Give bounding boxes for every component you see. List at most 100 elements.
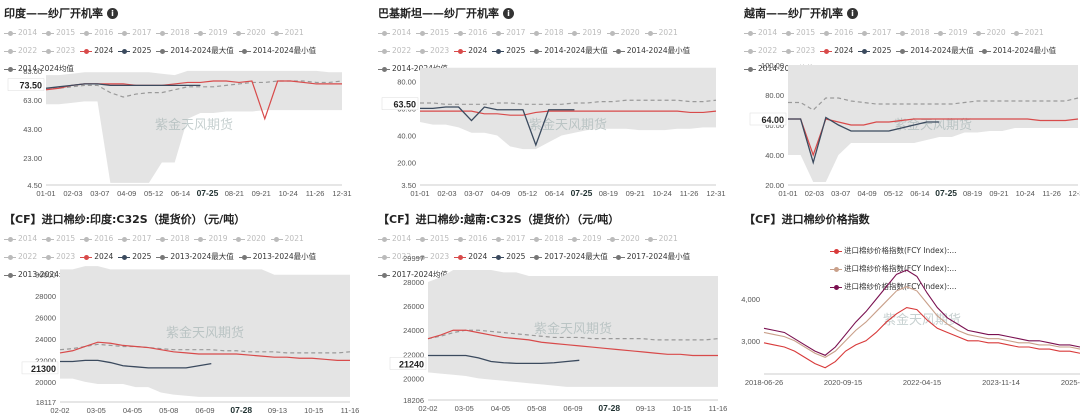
legend-item[interactable]: 2025 [858, 44, 891, 57]
legend-item[interactable]: 2018 [530, 26, 563, 39]
legend-item[interactable]: 2021 [270, 26, 304, 39]
legend-item[interactable]: 2015 [42, 26, 75, 39]
legend-item[interactable]: 2017-2024均值 [378, 268, 448, 281]
legend-item[interactable]: 2016 [80, 26, 113, 39]
legend-item[interactable]: 2016 [454, 26, 487, 39]
legend-label: 2014-2024最小值 [252, 46, 317, 55]
legend-item[interactable]: 2014-2024均值 [744, 62, 814, 75]
legend-item[interactable]: 2015 [782, 26, 815, 39]
legend-item[interactable]: 2016 [80, 232, 113, 245]
legend-item[interactable]: 2018 [156, 26, 189, 39]
latest-value-box [7, 78, 45, 91]
chart-title: 越南——纱厂开机率 i [744, 5, 858, 21]
legend-item[interactable]: 2017 [118, 232, 151, 245]
legend-label: 2019 [208, 234, 228, 243]
legend-marker-icon [568, 236, 581, 242]
legend-label: 2014-2024最大值 [170, 46, 234, 55]
legend-item[interactable]: 2025 [118, 44, 151, 57]
legend-item[interactable]: 2024 [454, 250, 487, 263]
legend-label: 2017-2024最小值 [626, 252, 691, 261]
legend-item[interactable]: 2014-2024最大值 [530, 44, 608, 57]
legend-item[interactable]: 2013-2024均值 [4, 268, 74, 281]
legend-item[interactable]: 2013-2024最大值 [156, 250, 234, 263]
legend-item[interactable]: 2020 [606, 26, 640, 39]
legend-item[interactable]: 2018 [896, 26, 929, 39]
info-icon[interactable]: i [847, 8, 858, 19]
legend-item[interactable]: 2022 [4, 44, 37, 57]
legend-item[interactable]: 2020 [232, 232, 266, 245]
legend-item[interactable]: 2022 [378, 44, 411, 57]
legend-label: 2022 [392, 46, 412, 55]
legend-item[interactable]: 2020 [232, 26, 266, 39]
y-tick-label: 24000 [403, 326, 424, 335]
legend-item[interactable]: 2014 [744, 26, 777, 39]
legend-item[interactable]: 2017 [492, 26, 525, 39]
legend-item[interactable]: 进口棉纱价格指数(FCY Index):... [830, 280, 957, 293]
y-tick-label: 20000 [35, 378, 56, 387]
legend-item[interactable]: 2014-2024最大值 [896, 44, 974, 57]
legend-item[interactable]: 2021 [644, 232, 678, 245]
legend-item[interactable]: 2021 [270, 232, 304, 245]
legend-item[interactable]: 2015 [416, 26, 449, 39]
legend-item[interactable]: 2022 [4, 250, 37, 263]
legend-item[interactable]: 2019 [568, 232, 602, 245]
legend-item[interactable]: 2015 [416, 232, 449, 245]
legend-item[interactable]: 2014 [4, 232, 37, 245]
legend-item[interactable]: 2015 [42, 232, 75, 245]
legend-item[interactable]: 2014-2024最小值 [612, 44, 690, 57]
legend-item[interactable]: 2017-2024最大值 [530, 250, 608, 263]
legend-item[interactable]: 2023 [416, 44, 449, 57]
legend-item[interactable]: 2014-2024最小值 [238, 44, 317, 57]
x-tick-label: 07-25 [197, 188, 219, 198]
legend-item[interactable]: 2024 [80, 250, 113, 263]
legend-item[interactable]: 2020 [972, 26, 1006, 39]
legend-item[interactable]: 2021 [644, 26, 678, 39]
legend-marker-icon [156, 30, 169, 36]
legend-item[interactable]: 2023 [416, 250, 449, 263]
legend-item[interactable]: 2014-2024均值 [378, 62, 448, 75]
legend-marker-icon [378, 48, 390, 54]
legend-item[interactable]: 2016 [820, 26, 853, 39]
legend-item[interactable]: 2014 [4, 26, 37, 39]
legend-item[interactable]: 2014 [378, 26, 411, 39]
legend-item[interactable]: 2022 [378, 250, 411, 263]
legend-item[interactable]: 进口棉纱价格指数(FCY Index):... [830, 244, 957, 257]
legend-item[interactable]: 2025 [118, 250, 151, 263]
legend-item[interactable]: 2017 [118, 26, 151, 39]
legend-item[interactable]: 2023 [782, 44, 815, 57]
legend-item[interactable]: 2014-2024最大值 [156, 44, 234, 57]
legend-item[interactable]: 2024 [80, 44, 113, 57]
legend-item[interactable]: 2024 [820, 44, 853, 57]
legend-item[interactable]: 2024 [454, 44, 487, 57]
legend-item[interactable]: 2022 [744, 44, 777, 57]
legend-item[interactable]: 进口棉纱价格指数(FCY Index):... [830, 262, 957, 275]
legend-item[interactable]: 2019 [568, 26, 602, 39]
legend-marker-icon [378, 66, 390, 72]
legend-item[interactable]: 2016 [454, 232, 487, 245]
legend-item[interactable]: 2013-2024最小值 [238, 250, 316, 263]
legend-item[interactable]: 2018 [156, 232, 189, 245]
legend-item[interactable]: 2014-2024最小值 [978, 44, 1056, 57]
legend-item[interactable]: 2021 [1010, 26, 1044, 39]
x-tick-label: 03-05 [87, 406, 106, 415]
legend-item[interactable]: 2017 [858, 26, 891, 39]
legend-item[interactable]: 2014-2024均值 [4, 62, 74, 75]
watermark: 紫金天风期货 [894, 117, 972, 133]
legend-item[interactable]: 2019 [194, 26, 228, 39]
legend-item[interactable]: 2018 [530, 232, 563, 245]
latest-value-label: 63.50 [393, 100, 416, 110]
legend-item[interactable]: 2020 [606, 232, 640, 245]
legend-item[interactable]: 2014 [378, 232, 411, 245]
legend-item[interactable]: 2023 [42, 44, 75, 57]
legend-item[interactable]: 2019 [934, 26, 968, 39]
info-icon[interactable]: i [107, 8, 118, 19]
x-tick-label: 2025-07-28 [1061, 378, 1080, 387]
legend-item[interactable]: 2019 [194, 232, 228, 245]
legend-item[interactable]: 2025 [492, 250, 525, 263]
y-tick-label: 3,000 [741, 337, 760, 346]
legend-item[interactable]: 2017 [492, 232, 525, 245]
legend-item[interactable]: 2025 [492, 44, 525, 57]
legend-item[interactable]: 2023 [42, 250, 75, 263]
legend-item[interactable]: 2017-2024最小值 [612, 250, 691, 263]
info-icon[interactable]: i [503, 8, 514, 19]
